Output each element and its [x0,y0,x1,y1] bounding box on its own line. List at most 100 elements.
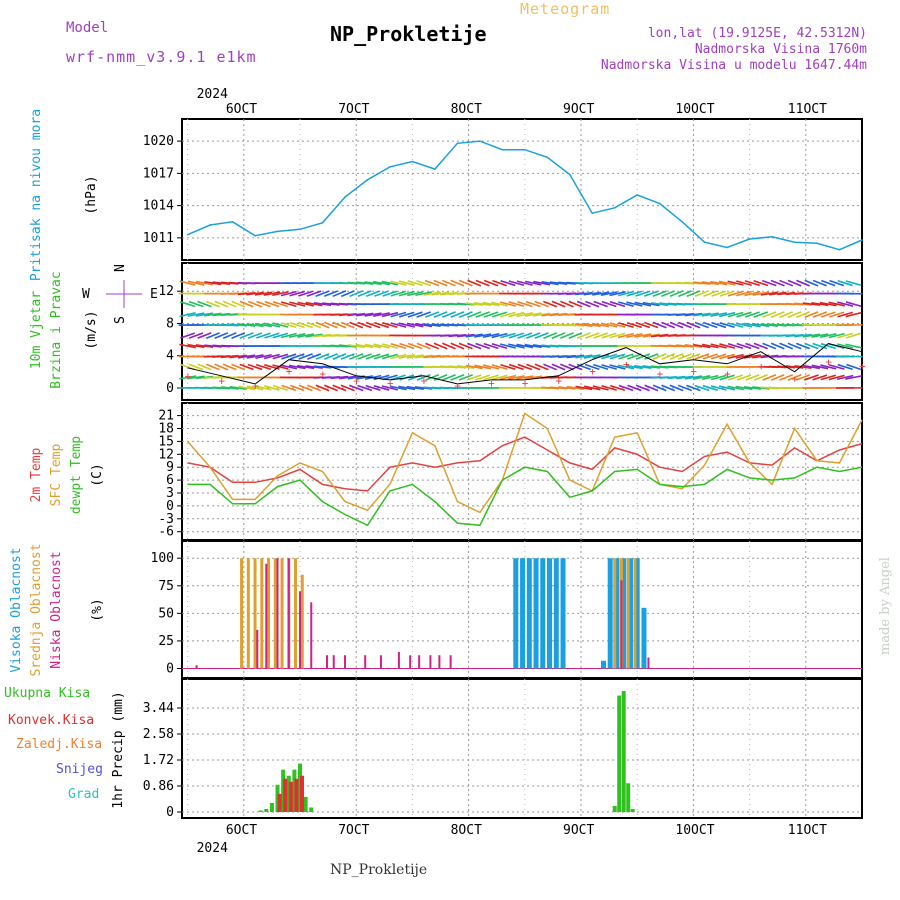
precip-bar-0 [630,808,635,812]
legend-freezing-rain: Zaledj.Kisa [16,737,103,752]
wind-barb [819,301,837,307]
wind-barb [516,375,534,380]
wind-barb [475,374,491,381]
wind-barb [187,312,205,317]
wind-barb [390,385,407,391]
wind-barb [382,322,398,329]
wind-barb [407,342,423,350]
day-label-top: 9OCT [563,102,594,117]
wind-barb [794,333,812,338]
wind-barb [414,354,433,359]
wind-barb [821,279,836,287]
wind-barb [364,343,382,349]
wind-barb [618,301,634,307]
wind-barb [618,322,634,329]
pressure-point [209,224,211,226]
precip-bar-0 [264,808,269,812]
wind-barb [433,342,448,350]
wind-barb [305,301,323,307]
wind-barb [702,374,719,381]
wind-gust-marker: + [454,380,461,393]
wind-barb [483,342,499,350]
wind-barb [745,342,760,350]
wind-barb [458,311,473,319]
precip-tick-label: 3.44 [143,701,174,716]
wind-barb [811,364,829,370]
wind-barb [188,332,204,339]
wind-barb [804,342,819,350]
pressure-tick-label: 1017 [143,166,174,181]
sfc-axis-title: SFC Temp [49,444,64,507]
wind-barb [601,364,617,370]
pressure-point [861,239,863,241]
wind-barb [272,332,289,339]
wind-barb [558,354,576,359]
panel-frame-0 [181,118,863,261]
wind-barb [381,385,399,391]
wind-barb [466,374,482,381]
wind-barb [289,301,306,307]
cloud-bar-2 [195,665,198,669]
cloud-bar-0 [553,558,559,669]
wind-barb [676,375,694,380]
wind-barb [323,290,338,298]
wind-gust-marker: + [387,377,394,390]
wind-barb [719,322,735,329]
wind-barb [457,364,475,369]
wind-barb [701,343,719,349]
wind-barb [802,333,821,338]
wind-barb [179,301,196,308]
precip-tick-label: 2.58 [143,727,174,742]
wind-barb [837,363,853,371]
wind-barb [701,312,719,317]
wind-barb [256,332,271,339]
wind-barb [373,343,390,349]
wind-barb [760,323,778,327]
wind-barb [214,332,229,339]
cloud-bar-0 [614,558,620,669]
wind-barb [727,353,744,360]
cloud-bar-0 [526,558,532,669]
pressure-point [771,236,773,238]
wind-tick-label: 0 [166,381,174,396]
wind-barb [601,385,617,391]
wind-gust-marker: + [825,355,832,368]
wind-barb [635,384,650,392]
wind-barb [651,302,669,307]
wind-barb [381,311,399,318]
precip-bar-0 [621,691,626,812]
wind-barb [381,280,399,286]
wind-barb [256,300,271,308]
wind-barb [508,280,525,287]
wind-barb [517,332,533,339]
wind-barb [238,385,256,391]
wind-gust-marker: + [690,365,697,378]
wind-barb [609,322,626,328]
wind-barb [820,342,836,350]
cloud-bar-0 [641,607,647,669]
wind-barb [601,300,617,308]
wind-barb [246,385,264,391]
temp-tick-label: 6 [166,473,174,488]
wind-barb [272,322,289,328]
wind-barb [458,279,473,287]
wind-barb [576,363,592,371]
wind-barb [635,290,651,297]
pressure-point [276,230,279,233]
wind-barb [566,385,585,391]
wind-barb [593,300,608,308]
cloud-bar-0 [547,558,553,669]
precip-bar-0 [269,802,274,812]
wind-barb [762,342,777,350]
wind-barb [845,375,862,380]
legend-snow: Snijeg [56,762,103,777]
wind-barb [669,290,684,298]
wind-barb [373,385,390,391]
wind-barb [365,290,381,297]
wind-barb [585,300,600,308]
wind-barb [845,280,862,287]
wind-barb [669,384,684,392]
wind-barb [652,321,667,329]
cloud-bar-1 [300,574,304,669]
wind-barb [332,290,347,298]
